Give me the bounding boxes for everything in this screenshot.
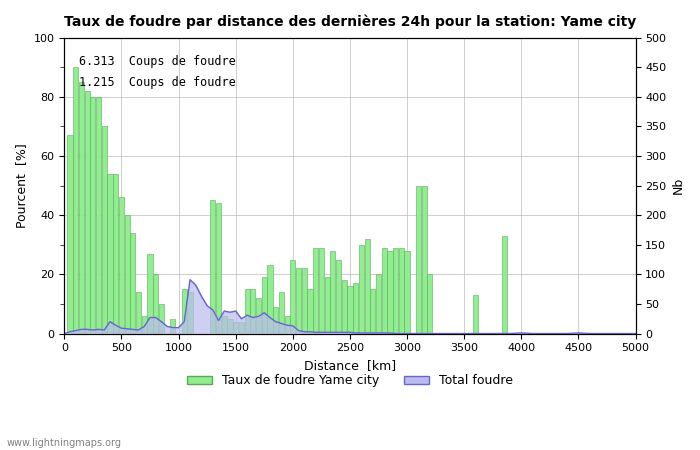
Bar: [421, 185, 427, 333]
Bar: [159, 304, 164, 333]
Bar: [284, 316, 290, 333]
Bar: [307, 289, 312, 333]
Y-axis label: Nb: Nb: [672, 177, 685, 194]
Bar: [359, 245, 364, 333]
Bar: [73, 67, 78, 333]
Title: Taux de foudre par distance des dernières 24h pour la station: Yame city: Taux de foudre par distance des dernière…: [64, 15, 636, 30]
Bar: [428, 274, 433, 333]
Bar: [330, 251, 335, 333]
Bar: [290, 260, 295, 333]
Bar: [376, 274, 381, 333]
Bar: [353, 283, 358, 333]
Bar: [370, 289, 375, 333]
X-axis label: Distance  [km]: Distance [km]: [304, 359, 396, 372]
Bar: [228, 319, 232, 333]
Bar: [222, 316, 227, 333]
Bar: [273, 307, 278, 333]
Bar: [347, 286, 353, 333]
Bar: [244, 289, 250, 333]
Text: 1.215  Coups de foudre: 1.215 Coups de foudre: [78, 76, 235, 89]
Bar: [239, 322, 244, 333]
Bar: [336, 260, 341, 333]
Bar: [325, 277, 330, 333]
Bar: [96, 97, 101, 333]
Bar: [279, 292, 284, 333]
Bar: [125, 215, 130, 333]
Bar: [399, 248, 404, 333]
Bar: [148, 254, 153, 333]
Bar: [393, 248, 398, 333]
Y-axis label: Pourcent  [%]: Pourcent [%]: [15, 143, 28, 228]
Bar: [153, 274, 158, 333]
Bar: [342, 280, 346, 333]
Bar: [102, 126, 107, 333]
Legend: Taux de foudre Yame city, Total foudre: Taux de foudre Yame city, Total foudre: [182, 369, 518, 392]
Bar: [416, 185, 421, 333]
Bar: [250, 289, 255, 333]
Text: 6.313  Coups de foudre: 6.313 Coups de foudre: [78, 55, 235, 68]
Bar: [170, 319, 176, 333]
Bar: [473, 295, 478, 333]
Bar: [296, 268, 301, 333]
Bar: [188, 292, 193, 333]
Bar: [302, 268, 307, 333]
Bar: [210, 200, 216, 333]
Bar: [136, 292, 141, 333]
Bar: [216, 203, 221, 333]
Bar: [387, 251, 393, 333]
Bar: [67, 135, 73, 333]
Bar: [262, 277, 267, 333]
Bar: [502, 236, 507, 333]
Text: www.lightningmaps.org: www.lightningmaps.org: [7, 438, 122, 448]
Bar: [90, 97, 95, 333]
Bar: [233, 322, 238, 333]
Bar: [267, 266, 272, 333]
Bar: [119, 198, 124, 333]
Bar: [256, 298, 261, 333]
Bar: [141, 316, 147, 333]
Bar: [382, 248, 387, 333]
Bar: [318, 248, 324, 333]
Bar: [182, 289, 187, 333]
Bar: [405, 251, 409, 333]
Bar: [130, 233, 135, 333]
Bar: [79, 82, 84, 333]
Bar: [113, 174, 118, 333]
Bar: [313, 248, 319, 333]
Bar: [85, 91, 90, 333]
Bar: [107, 174, 113, 333]
Bar: [365, 239, 370, 333]
